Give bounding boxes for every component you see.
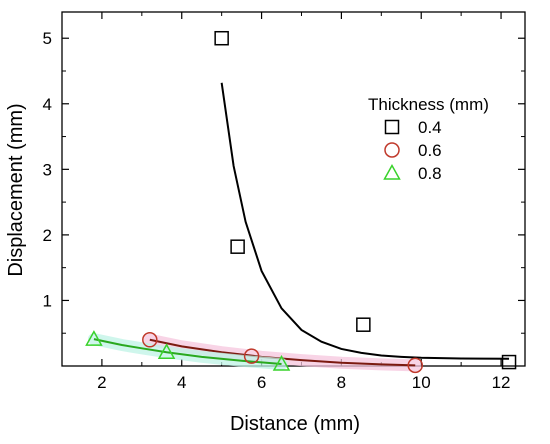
data-point-0.6: [142, 332, 158, 348]
y-tick-label: 1: [43, 291, 52, 310]
data-point-0.6: [407, 357, 423, 374]
legend-label: 0.8: [418, 164, 442, 183]
data-markers: [85, 30, 517, 374]
x-tick-label: 2: [97, 373, 106, 392]
data-point-0.4: [356, 317, 371, 332]
legend-label: 0.4: [418, 118, 442, 137]
data-point-0.8: [85, 330, 103, 346]
y-tick-label: 2: [43, 226, 52, 245]
y-axis-ticks: 1 2 3 4 5: [43, 29, 525, 334]
legend-title: Thickness (mm): [368, 95, 489, 114]
plot-frame: [61, 11, 526, 367]
data-point-0.8: [157, 343, 176, 359]
plot-border: [61, 11, 526, 367]
legend-marker-0.4: [384, 119, 400, 135]
y-tick-label: 3: [43, 160, 52, 179]
fit-curve-0.4: [220, 82, 510, 360]
legend-label: 0.6: [418, 141, 442, 160]
x-tick-label: 8: [337, 373, 346, 392]
x-tick-label: 10: [412, 373, 431, 392]
data-point-0.6: [243, 348, 260, 364]
data-point-0.8: [272, 354, 291, 371]
data-point-0.4: [230, 239, 245, 254]
legend-marker-0.6: [384, 142, 400, 158]
y-axis-label: Displacement (mm): [5, 103, 27, 276]
data-point-0.4: [501, 354, 517, 370]
y-tick-label: 5: [43, 29, 52, 48]
x-tick-label: 12: [492, 373, 511, 392]
fit-curve-0.8: [93, 338, 282, 366]
y-tick-label: 4: [43, 95, 52, 114]
fit-curves: [87, 82, 510, 372]
x-axis-label: Distance (mm): [230, 413, 360, 435]
x-axis-ticks: 2 4 6 8 10 12: [61, 12, 511, 392]
data-point-0.4: [214, 30, 229, 46]
x-tick-label: 4: [177, 373, 186, 392]
legend: Thickness (mm) 0.4 0.6 0.8: [368, 95, 489, 183]
legend-marker-0.8: [383, 163, 401, 180]
x-tick-label: 6: [257, 373, 266, 392]
